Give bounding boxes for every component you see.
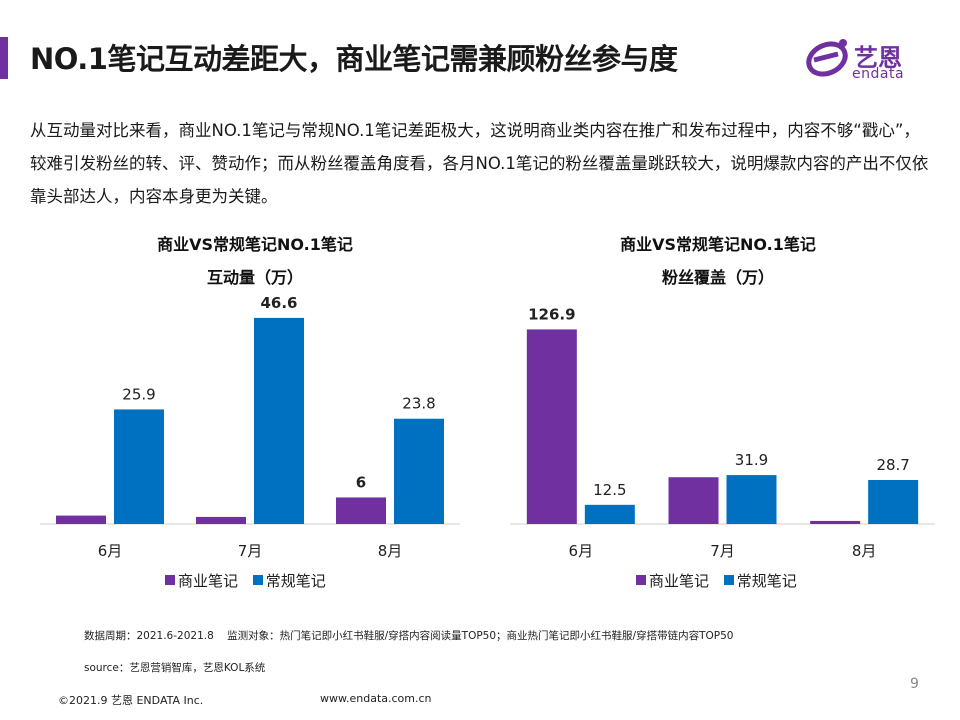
legend-swatch-regular (723, 575, 734, 585)
legend-item-regular: 常规笔记 (723, 572, 797, 590)
chart-1-title-block: 商业VS常规笔记NO.1笔记 互动量（万） (95, 228, 415, 294)
endata-logo-icon (806, 39, 848, 77)
logo-english-name: endata (852, 66, 905, 82)
bar-regular-3 (394, 418, 444, 524)
bar-commercial-3 (336, 497, 386, 524)
title-accent-bar (0, 37, 8, 79)
footer-notes: 数据周期：2021.6-2021.8 监测对象：热门笔记即小红书鞋服/穿搭内容阅… (84, 628, 733, 643)
page-title: NO.1笔记互动差距大，商业笔记需兼顾粉丝参与度 (30, 42, 678, 76)
bar-commercial-1 (56, 515, 106, 524)
endata-logo: 艺恩 endata (806, 34, 936, 86)
bar-regular-1 (114, 409, 164, 524)
legend-label-commercial: 商业笔记 (178, 572, 239, 590)
legend-swatch-commercial (165, 575, 175, 585)
footer-copyright: ©2021.9 艺恩 ENDATA Inc. (58, 694, 204, 707)
legend-swatch-commercial (636, 575, 646, 585)
category-label-2: 7月 (710, 542, 735, 560)
bar-regular-2 (254, 317, 304, 524)
chart-1-legend: 商业笔记 常规笔记 (165, 570, 336, 591)
chart-2-subtitle: 粉丝覆盖（万） (661, 268, 774, 287)
chart-2-title: 商业VS常规笔记NO.1笔记 (620, 235, 816, 254)
chart-2-title-block: 商业VS常规笔记NO.1笔记 粉丝覆盖（万） (558, 228, 878, 294)
data-label-regular-2: 46.6 (260, 294, 297, 312)
chart-1-subtitle: 互动量（万） (206, 268, 303, 287)
legend-item-commercial: 商业笔记 (165, 572, 238, 590)
data-label-commercial-1: 126.9 (528, 305, 575, 323)
bar-commercial-2 (196, 516, 246, 524)
bar-commercial-2 (668, 477, 719, 524)
chart-1-title: 商业VS常规笔记NO.1笔记 (157, 235, 353, 254)
category-label-1: 6月 (569, 542, 594, 560)
category-label-3: 8月 (852, 542, 877, 560)
data-label-regular-1: 12.5 (593, 481, 626, 499)
data-label-regular-3: 23.8 (402, 395, 435, 413)
data-label-regular-1: 25.9 (122, 385, 155, 403)
footer-period: 数据周期：2021.6-2021.8 (84, 630, 214, 642)
chart-2-legend: 商业笔记 常规笔记 (636, 570, 807, 591)
category-label-2: 7月 (238, 542, 263, 560)
legend-label-regular: 常规笔记 (265, 572, 326, 590)
footer-website: www.endata.com.cn (320, 692, 432, 705)
legend-item-regular: 常规笔记 (252, 572, 326, 590)
legend-label-commercial: 商业笔记 (649, 572, 710, 590)
bar-regular-1 (584, 504, 635, 524)
bar-commercial-3 (810, 520, 861, 524)
legend-label-regular: 常规笔记 (736, 572, 797, 590)
data-label-commercial-3: 6 (356, 473, 366, 491)
page-number: 9 (910, 676, 919, 692)
category-label-1: 6月 (98, 542, 123, 560)
bar-regular-2 (726, 475, 777, 524)
legend-swatch-regular (252, 575, 263, 585)
intro-paragraph: 从互动量对比来看，商业NO.1笔记与常规NO.1笔记差距极大，这说明商业类内容在… (30, 121, 929, 206)
bar-commercial-1 (526, 329, 577, 524)
bar-regular-3 (868, 479, 919, 524)
legend-item-commercial: 商业笔记 (636, 572, 709, 590)
footer-source: source：艺恩营销智库，艺恩KOL系统 (84, 662, 266, 674)
footer-scope: 监测对象：热门笔记即小红书鞋服/穿搭内容阅读量TOP50；商业热门笔记即小红书鞋… (227, 630, 734, 642)
data-label-regular-3: 28.7 (876, 456, 909, 474)
data-label-regular-2: 31.9 (735, 451, 768, 469)
category-label-3: 8月 (378, 542, 403, 560)
logo-chinese-name: 艺恩 (854, 44, 902, 72)
